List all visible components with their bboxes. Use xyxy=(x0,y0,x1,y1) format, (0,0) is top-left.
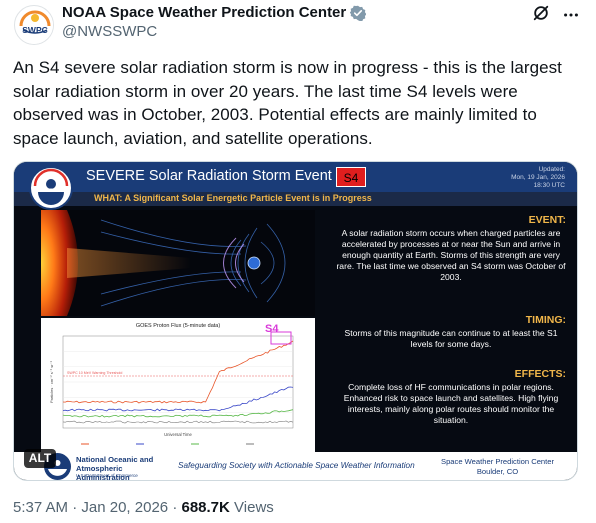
goes-proton-flux-chart: GOES Proton Flux (5-minute data) SWPC 10… xyxy=(41,318,315,452)
timing-body: Storms of this magnitude can continue to… xyxy=(344,328,558,349)
chart-title: GOES Proton Flux (5-minute data) xyxy=(136,323,221,329)
views-label: Views xyxy=(234,499,274,516)
media-subtitle: WHAT: A Significant Solar Energetic Part… xyxy=(94,193,372,203)
meta-dot: · xyxy=(172,499,178,516)
grok-icon[interactable] xyxy=(532,4,550,22)
updated-label: Updated: xyxy=(538,166,565,173)
alt-text-button[interactable]: ALT xyxy=(24,449,56,468)
media-footer: National Oceanic and Atmospheric Adminis… xyxy=(14,452,577,481)
footer-center-name: Space Weather Prediction Center xyxy=(441,457,554,466)
chart-ylabel: Particles · cm⁻² s⁻¹ sr⁻¹ xyxy=(49,360,54,403)
tweet-time[interactable]: 5:37 AM xyxy=(13,499,69,516)
display-name[interactable]: NOAA Space Weather Prediction Center xyxy=(62,4,347,21)
meta-separator: · xyxy=(72,499,78,516)
media-image[interactable]: SEVERE Solar Radiation Storm Event S4 Up… xyxy=(13,161,578,481)
verified-badge-icon[interactable] xyxy=(350,5,367,21)
chart-grid xyxy=(63,351,293,413)
tweet-meta: 5:37 AM · Jan 20, 2026 · 688.7K Views xyxy=(13,499,274,516)
updated-date: Mon, 19 Jan, 2026 xyxy=(511,174,565,181)
updated-time: 18:30 UTC xyxy=(533,182,565,189)
footer-city: Boulder, CO xyxy=(476,467,519,476)
tweet-date[interactable]: Jan 20, 2026 xyxy=(81,499,169,516)
media-subtitle-bar: WHAT: A Significant Solar Energetic Part… xyxy=(14,192,577,206)
footer-center: Space Weather Prediction Center Boulder,… xyxy=(441,457,554,477)
author-block: NOAA Space Weather Prediction Center @NW… xyxy=(62,4,367,40)
avatar[interactable]: SWPC xyxy=(14,5,54,45)
proton-flux-100mev-line xyxy=(62,409,294,418)
event-body: A solar radiation storm occurs when char… xyxy=(336,228,566,282)
handle[interactable]: @NWSSWPC xyxy=(62,23,158,40)
proton-flux-10mev-line xyxy=(62,340,294,404)
tweet-text: An S4 severe solar radiation storm is no… xyxy=(13,58,562,148)
s4-callout-box xyxy=(270,331,292,345)
effects-body: Complete loss of HF communications in po… xyxy=(343,382,559,425)
timing-heading: TIMING: xyxy=(525,314,566,326)
more-options-icon[interactable] xyxy=(562,6,580,24)
sun-earth-illustration xyxy=(41,210,315,316)
flux-chart-svg: GOES Proton Flux (5-minute data) SWPC 10… xyxy=(49,323,294,445)
views-count[interactable]: 688.7K xyxy=(181,499,230,516)
severity-badge: S4 xyxy=(336,167,366,187)
s4-annotation: S4 xyxy=(265,323,279,335)
proton-flux-50mev-line xyxy=(62,386,294,412)
media-title: SEVERE Solar Radiation Storm Event xyxy=(86,168,332,184)
event-heading: EVENT: xyxy=(528,214,566,226)
threshold-label: SWPC 10 MeV Warning Threshold xyxy=(67,371,122,375)
footer-tagline: Safeguarding Society with Actionable Spa… xyxy=(178,461,415,470)
swpc-logo-icon xyxy=(16,7,53,44)
chart-xlabel: Universal Time xyxy=(164,432,192,437)
avatar-text: SWPC xyxy=(22,25,48,35)
effects-heading: EFFECTS: xyxy=(514,368,566,380)
media-header-bar: SEVERE Solar Radiation Storm Event S4 Up… xyxy=(14,162,577,192)
updated-stamp: Updated: Mon, 19 Jan, 2026 18:30 UTC xyxy=(511,166,565,190)
footer-org-name: National Oceanic and Atmospheric Adminis… xyxy=(76,455,154,481)
noaa-logo-icon xyxy=(29,166,73,210)
proton-flux-500mev-line xyxy=(62,420,294,424)
footer-org-dept: U.S. Department of Commerce xyxy=(76,473,138,478)
